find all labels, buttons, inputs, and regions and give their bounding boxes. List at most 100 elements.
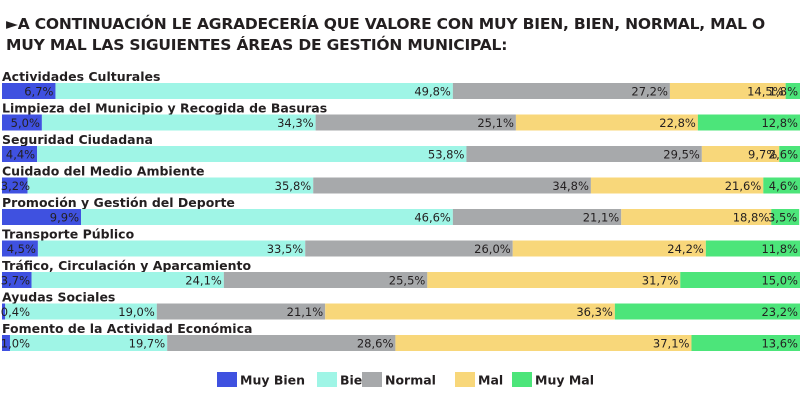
bar-segment-muy-bien bbox=[2, 209, 82, 225]
bar-segment-bien bbox=[37, 146, 467, 162]
legend-swatch bbox=[455, 372, 475, 387]
category-label: Limpieza del Municipio y Recogida de Bas… bbox=[2, 101, 327, 116]
bar-segment-normal bbox=[305, 240, 513, 257]
chart-title-text: A CONTINUACIÓN LE AGRADECERÍA QUE VALORE… bbox=[6, 15, 766, 54]
category-label: Transporte Público bbox=[2, 227, 135, 242]
value-label-normal: 26,0% bbox=[474, 242, 511, 256]
value-label-muy-bien: 6,7% bbox=[24, 85, 53, 99]
value-label-muy-mal: 15,0% bbox=[761, 274, 798, 288]
value-label-mal: 31,7% bbox=[642, 274, 679, 288]
legend-item-muy-mal: Muy Mal bbox=[512, 372, 594, 388]
bar-segment-bien bbox=[81, 209, 453, 225]
value-label-muy-bien: 0,4% bbox=[1, 305, 30, 319]
value-label-normal: 34,8% bbox=[552, 179, 589, 193]
category-label: Cuidado del Medio Ambiente bbox=[2, 164, 205, 179]
bar-segment-bien bbox=[5, 303, 157, 320]
value-label-muy-mal: 3,5% bbox=[768, 211, 797, 225]
bar-segment-muy-bien bbox=[2, 303, 6, 320]
value-label-mal: 18,8% bbox=[733, 211, 770, 225]
bar-segment-bien bbox=[31, 272, 224, 288]
value-label-normal: 21,1% bbox=[583, 211, 620, 225]
value-label-muy-bien: 4,4% bbox=[6, 148, 35, 162]
bar-segment-muy-mal bbox=[691, 335, 800, 351]
bar-segment-mal bbox=[590, 177, 764, 194]
bar-segment-muy-bien bbox=[2, 272, 32, 288]
value-label-normal: 25,5% bbox=[389, 274, 426, 288]
bar-segment-muy-mal bbox=[705, 240, 800, 257]
value-label-muy-bien: 5,0% bbox=[11, 116, 40, 130]
value-label-muy-mal: 23,2% bbox=[761, 305, 798, 319]
chart-legend: Muy Bien Bien Normal Mal Muy Mal bbox=[217, 372, 594, 388]
value-label-muy-bien: 3,2% bbox=[1, 179, 30, 193]
value-label-normal: 27,2% bbox=[631, 85, 668, 99]
legend-label: Muy Mal bbox=[535, 373, 594, 388]
bar-segment-muy-bien bbox=[2, 240, 38, 257]
value-label-mal: 14,5% bbox=[747, 85, 784, 99]
bar-segment-mal bbox=[325, 303, 615, 320]
legend-item-muy-bien: Muy Bien bbox=[217, 372, 305, 388]
chart-title: ►A CONTINUACIÓN LE AGRADECERÍA QUE VALOR… bbox=[6, 14, 786, 56]
bar-segment-mal bbox=[621, 209, 772, 225]
bar-segment-muy-mal bbox=[680, 272, 800, 288]
value-label-bien: 24,1% bbox=[185, 274, 222, 288]
legend-item-mal: Mal bbox=[455, 372, 503, 388]
value-label-muy-bien: 9,9% bbox=[50, 211, 79, 225]
bar-segment-muy-bien bbox=[2, 146, 38, 162]
value-label-bien: 33,5% bbox=[267, 242, 304, 256]
legend-label: Muy Bien bbox=[240, 373, 305, 388]
bar-segment-mal bbox=[395, 335, 692, 351]
value-label-muy-bien: 3,7% bbox=[1, 274, 30, 288]
bar-segment-normal bbox=[223, 272, 428, 288]
value-label-mal: 22,8% bbox=[659, 116, 696, 130]
value-label-bien: 49,8% bbox=[414, 85, 451, 99]
category-label: Ayudas Sociales bbox=[2, 290, 115, 305]
bar-segment-bien bbox=[9, 335, 168, 351]
value-label-mal: 36,3% bbox=[576, 305, 613, 319]
bar-segment-mal bbox=[669, 83, 786, 99]
bar-segment-mal bbox=[427, 272, 681, 288]
bar-segment-normal bbox=[167, 335, 396, 351]
bar-segment-muy-mal bbox=[771, 209, 800, 225]
bar-segment-muy-mal bbox=[779, 146, 800, 162]
legend-item-normal: Normal bbox=[362, 372, 436, 388]
bar-segment-bien bbox=[27, 177, 314, 194]
value-label-mal: 9,7% bbox=[748, 148, 777, 162]
category-label: Actividades Culturales bbox=[2, 69, 160, 84]
value-label-muy-bien: 1,0% bbox=[1, 337, 30, 351]
legend-swatch bbox=[512, 372, 532, 387]
bar-segment-muy-bien bbox=[2, 83, 56, 99]
bar-segment-muy-mal bbox=[697, 114, 800, 131]
value-label-normal: 25,1% bbox=[477, 116, 514, 130]
bar-segment-bien bbox=[55, 83, 453, 99]
value-label-bien: 46,6% bbox=[414, 211, 451, 225]
bar-segment-bien bbox=[37, 240, 306, 257]
value-label-normal: 21,1% bbox=[287, 305, 324, 319]
value-label-muy-mal: 4,6% bbox=[769, 179, 798, 193]
bar-segment-normal bbox=[313, 177, 591, 194]
bar-segment-normal bbox=[466, 146, 702, 162]
value-label-muy-mal: 13,6% bbox=[761, 337, 798, 351]
legend-swatch bbox=[317, 372, 337, 387]
value-label-normal: 28,6% bbox=[357, 337, 394, 351]
bar-segment-normal bbox=[452, 209, 622, 225]
value-label-mal: 21,6% bbox=[725, 179, 762, 193]
value-label-normal: 29,5% bbox=[663, 148, 700, 162]
bar-segment-muy-mal bbox=[614, 303, 800, 320]
legend-swatch bbox=[362, 372, 382, 387]
value-label-muy-mal: 11,8% bbox=[761, 242, 798, 256]
value-label-bien: 19,7% bbox=[129, 337, 166, 351]
bar-segment-mal bbox=[512, 240, 706, 257]
value-label-muy-mal: 12,8% bbox=[761, 116, 798, 130]
chart-row-limpieza-del-municipio-y-recogida-de-basuras: Limpieza del Municipio y Recogida de Bas… bbox=[2, 101, 800, 131]
value-label-bien: 53,8% bbox=[428, 148, 465, 162]
legend-label: Normal bbox=[385, 373, 436, 388]
